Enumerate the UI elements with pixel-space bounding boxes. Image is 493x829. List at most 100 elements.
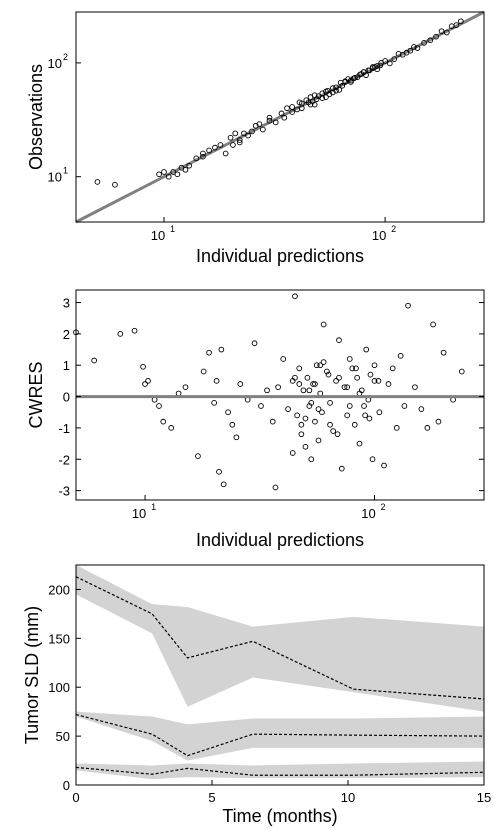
- data-point: [330, 428, 336, 434]
- data-point: [216, 468, 222, 475]
- x-tick-label: 10: [132, 506, 146, 521]
- data-point: [453, 22, 460, 28]
- data-point: [206, 349, 212, 356]
- data-point: [285, 406, 291, 412]
- data-point: [112, 181, 118, 188]
- data-point: [377, 62, 384, 69]
- data-point: [325, 371, 332, 378]
- x-tick-label: 10: [372, 228, 386, 243]
- data-point: [376, 409, 383, 416]
- data-point: [222, 150, 229, 157]
- data-point: [308, 399, 315, 406]
- data-point: [348, 79, 354, 85]
- panel-3-y-ticks: 0 50 100 150 200: [48, 582, 81, 793]
- y-tick-label: 2: [63, 327, 70, 342]
- median-line-3: [75, 766, 485, 776]
- data-point: [430, 321, 436, 328]
- data-point: [320, 321, 327, 328]
- panel-3-frame: [75, 564, 485, 786]
- data-point: [369, 64, 376, 70]
- data-point: [156, 171, 162, 178]
- data-point: [200, 153, 206, 160]
- data-point: [218, 346, 225, 353]
- data-point: [386, 60, 393, 67]
- data-point: [395, 51, 402, 57]
- data-point: [165, 173, 172, 180]
- data-point: [91, 357, 98, 364]
- data-point: [117, 331, 124, 337]
- data-point: [443, 29, 450, 36]
- data-point: [308, 456, 315, 463]
- data-point: [367, 371, 374, 378]
- data-point: [227, 134, 234, 141]
- data-point: [200, 368, 207, 375]
- data-point: [327, 421, 333, 428]
- data-point: [414, 45, 421, 51]
- x-tick-label: 5: [208, 790, 215, 805]
- data-point: [336, 337, 342, 343]
- data-point: [315, 406, 322, 412]
- data-point: [212, 144, 218, 151]
- data-point: [346, 356, 353, 362]
- data-point: [352, 74, 358, 81]
- data-point: [193, 155, 200, 162]
- data-point: [281, 114, 288, 121]
- data-point: [391, 56, 398, 62]
- identity-line: [75, 10, 485, 224]
- data-point: [361, 403, 367, 409]
- data-point: [320, 359, 327, 365]
- data-point: [280, 356, 287, 362]
- x-tick-label: 10: [341, 790, 355, 805]
- data-point: [174, 171, 181, 178]
- data-point: [200, 150, 206, 157]
- data-point: [289, 450, 296, 456]
- data-point: [182, 384, 189, 391]
- data-point: [298, 100, 305, 107]
- data-point: [302, 415, 309, 422]
- data-point: [353, 365, 359, 372]
- data-point: [339, 82, 346, 89]
- data-point: [369, 456, 376, 463]
- data-point: [168, 425, 175, 431]
- y-tick-label: -2: [58, 452, 70, 467]
- data-point: [458, 368, 465, 375]
- data-point: [393, 425, 400, 431]
- data-point: [312, 418, 318, 425]
- data-point: [440, 349, 447, 356]
- y-tick-label: -1: [58, 421, 70, 436]
- x-tick-label: 0: [72, 790, 79, 805]
- data-point: [294, 412, 300, 419]
- x-tick-label: 10: [361, 506, 375, 521]
- prediction-band-3: [76, 761, 484, 780]
- data-point: [298, 421, 305, 428]
- data-point: [145, 378, 151, 384]
- panel-2-x-ticks: 10 1 10 2: [132, 495, 386, 521]
- data-point: [424, 425, 431, 431]
- data-point: [275, 384, 281, 391]
- x-tick-exponent: 1: [170, 224, 175, 234]
- data-point: [412, 384, 418, 391]
- data-point: [211, 399, 217, 406]
- data-point: [371, 378, 378, 384]
- data-point: [220, 481, 227, 488]
- data-point: [264, 387, 270, 394]
- data-point: [229, 421, 236, 428]
- data-point: [307, 101, 314, 108]
- data-point: [236, 137, 243, 143]
- data-point: [351, 421, 358, 428]
- data-point: [292, 293, 298, 300]
- x-tick-exponent: 1: [151, 502, 156, 512]
- panel-1-marks: [75, 10, 485, 224]
- panel-3-marks: [75, 565, 485, 780]
- data-point: [186, 162, 193, 169]
- data-point: [140, 363, 146, 370]
- data-point: [374, 66, 380, 73]
- data-point: [319, 90, 326, 97]
- data-point: [411, 44, 417, 50]
- data-point: [310, 381, 316, 387]
- data-point: [375, 378, 382, 384]
- data-point: [342, 78, 349, 85]
- y-tick-label: 10: [48, 170, 62, 185]
- data-point: [312, 381, 318, 387]
- data-point: [433, 33, 439, 40]
